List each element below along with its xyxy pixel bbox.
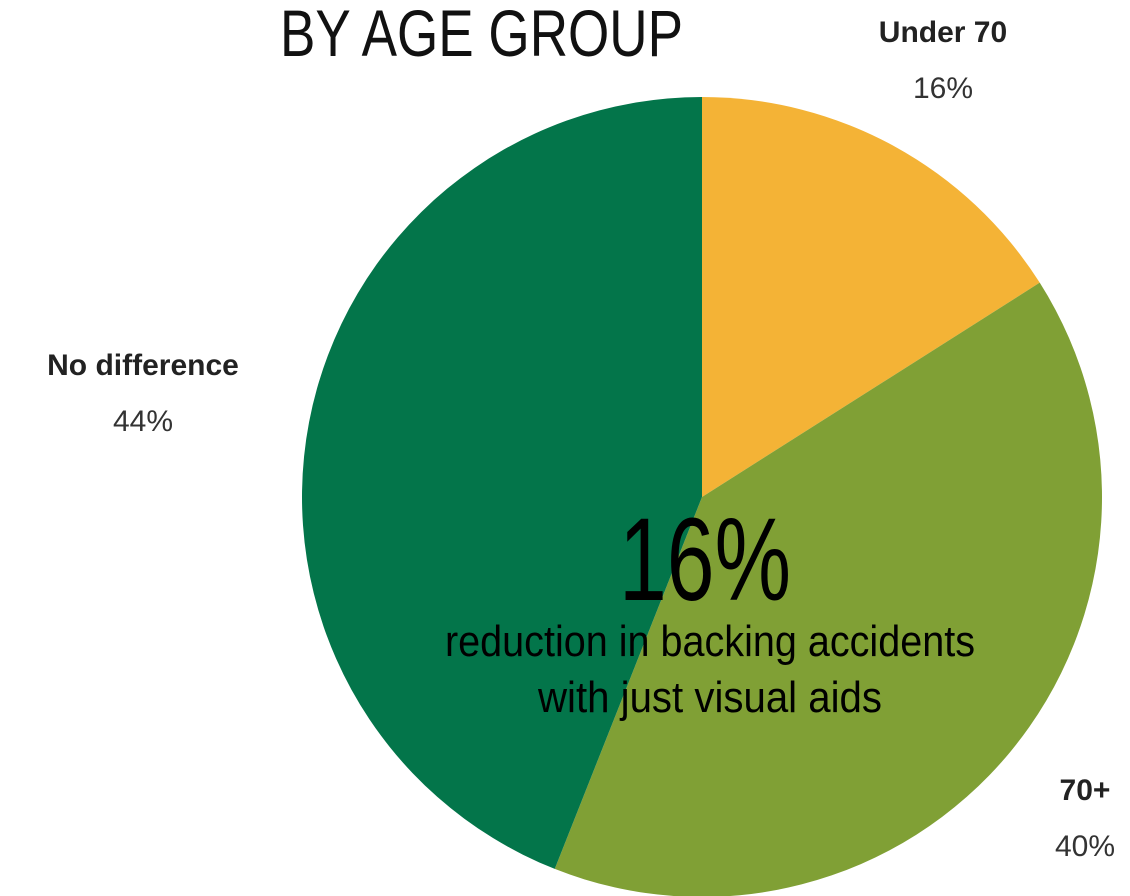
slice-label: Under 70 — [879, 16, 1007, 49]
slice-label: 70+ — [1060, 774, 1111, 807]
pie-slice — [301, 96, 702, 869]
slice-value-label: 16% — [913, 72, 973, 105]
pie-slice — [554, 282, 1102, 896]
chart-title: BY AGE GROUP — [280, 0, 683, 70]
annotation-headline: 16% — [619, 494, 791, 626]
pie — [301, 96, 1102, 896]
slice-value-label: 40% — [1055, 830, 1115, 863]
pie-slice — [702, 97, 1040, 497]
slice-label: No difference — [47, 349, 239, 382]
annotation-line: reduction in backing accidents — [445, 617, 975, 666]
annotation-line: with just visual aids — [537, 673, 882, 722]
labels: Under 70 16% 70+ 40% No difference 44% — [47, 16, 1115, 863]
slice-value-label: 44% — [113, 405, 173, 438]
